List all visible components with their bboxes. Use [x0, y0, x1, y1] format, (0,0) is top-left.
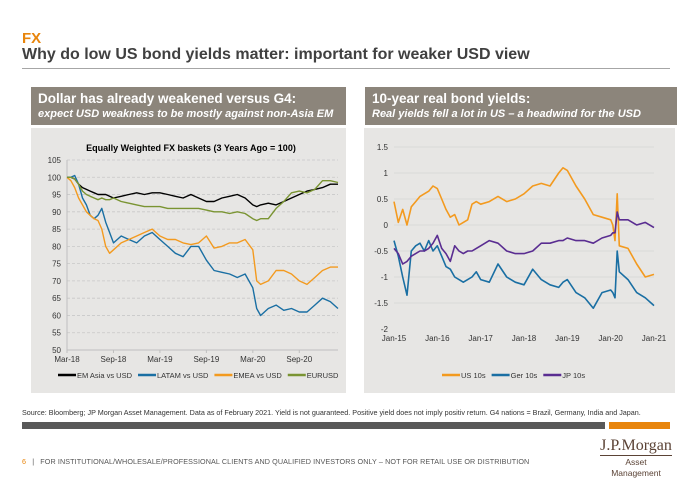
legend-item: EURUSD — [287, 371, 339, 380]
x-tick-label: Sep-20 — [286, 355, 312, 364]
x-tick-label: Sep-19 — [193, 355, 219, 364]
y-tick-label: 60 — [52, 311, 61, 320]
series-line-ger-10s — [393, 239, 655, 309]
legend-label: EM Asia vs USD — [77, 371, 133, 380]
x-tick-label: Jan-19 — [555, 334, 580, 343]
right-panel-heading: 10-year real bond yields: — [372, 91, 531, 106]
y-tick-label: 95 — [52, 191, 61, 200]
y-tick-label: -2 — [381, 325, 389, 334]
footer-separator: | — [32, 457, 35, 466]
legend-label: Ger 10s — [511, 371, 538, 380]
legend-item: EM Asia vs USD — [58, 371, 133, 380]
y-tick-label: 55 — [52, 329, 61, 338]
source-note: Source: Bloomberg; JP Morgan Asset Manag… — [22, 408, 641, 417]
logo-subtitle: Asset Management — [611, 457, 661, 478]
x-tick-label: Jan-20 — [598, 334, 623, 343]
x-tick-label: Mar-20 — [240, 355, 266, 364]
logo-wordmark: J.P.Morgan — [600, 437, 672, 456]
y-tick-label: 65 — [52, 294, 61, 303]
legend-label: US 10s — [461, 371, 486, 380]
chart-title: Equally Weighted FX baskets (3 Years Ago… — [86, 143, 296, 153]
y-tick-label: 80 — [52, 242, 61, 251]
series-line-emea-vs-usd — [66, 176, 338, 286]
legend-item: Ger 10s — [491, 371, 538, 380]
y-tick-label: 100 — [48, 173, 62, 182]
y-tick-label: 90 — [52, 208, 61, 217]
series-line-eurusd — [67, 176, 339, 222]
series-line-latam-vs-usd — [67, 174, 339, 317]
x-tick-label: Sep-18 — [101, 355, 127, 364]
x-tick-label: Mar-18 — [54, 355, 80, 364]
page-title: Why do low US bond yields matter: import… — [22, 46, 530, 63]
footer-bar-orange — [609, 422, 670, 429]
y-tick-label: 75 — [52, 260, 61, 269]
page-number: 6 — [22, 457, 27, 466]
y-tick-label: 70 — [52, 277, 61, 286]
legend-label: JP 10s — [562, 371, 585, 380]
x-tick-label: Jan-18 — [512, 334, 537, 343]
legend-item: EMEA vs USD — [214, 371, 282, 380]
y-tick-label: -0.5 — [374, 247, 388, 256]
legend-label: LATAM vs USD — [157, 371, 209, 380]
legend-item: US 10s — [442, 371, 486, 380]
disclaimer-line: 6 | FOR INSTITUTIONAL/WHOLESALE/PROFESSI… — [22, 457, 529, 466]
legend-item: JP 10s — [543, 371, 585, 380]
right-panel-header: 10-year real bond yields: Real yields fe… — [365, 87, 677, 125]
series-line-jp-10s — [393, 211, 655, 265]
disclaimer-text: FOR INSTITUTIONAL/WHOLESALE/PROFESSIONAL… — [40, 457, 530, 466]
x-tick-label: Mar-19 — [147, 355, 173, 364]
y-tick-label: 85 — [52, 225, 61, 234]
left-panel-heading: Dollar has already weakened versus G4: — [38, 91, 297, 106]
y-tick-label: 50 — [52, 346, 61, 355]
y-tick-label: 1 — [384, 169, 389, 178]
jpmorgan-logo: J.P.Morgan Asset Management — [600, 437, 672, 479]
series-line-us-10s — [393, 166, 655, 278]
title-divider — [22, 68, 670, 69]
section-label: FX — [22, 30, 42, 47]
x-tick-label: Jan-16 — [425, 334, 450, 343]
legend-label: EURUSD — [307, 371, 339, 380]
left-panel-subheading: expect USD weakness to be mostly against… — [38, 108, 334, 120]
footer-bar-gray — [22, 422, 605, 429]
y-tick-label: 0 — [384, 221, 389, 230]
left-chart-panel: Equally Weighted FX baskets (3 Years Ago… — [31, 128, 346, 393]
real-yields-chart: -2 -1.5 -1 -0.5 0 0.5 1 1.5 Jan-15 Jan-16 Jan-17 Ja… — [374, 143, 667, 380]
legend-label: EMEA vs USD — [233, 371, 282, 380]
y-tick-label: -1.5 — [374, 299, 388, 308]
right-panel-subheading: Real yields fell a lot in US – a headwin… — [372, 108, 641, 120]
x-tick-label: Jan-15 — [382, 334, 407, 343]
left-panel-header: Dollar has already weakened versus G4: e… — [31, 87, 346, 125]
y-tick-label: 0.5 — [377, 195, 389, 204]
y-tick-label: 105 — [48, 156, 62, 165]
y-tick-label: -1 — [381, 273, 389, 282]
x-tick-label: Jan-21 — [642, 334, 667, 343]
legend-item: LATAM vs USD — [138, 371, 209, 380]
x-tick-label: Jan-17 — [468, 334, 493, 343]
fx-baskets-chart: Equally Weighted FX baskets (3 Years Ago… — [48, 143, 339, 380]
y-tick-label: 1.5 — [377, 143, 389, 152]
right-chart-panel: -2 -1.5 -1 -0.5 0 0.5 1 1.5 Jan-15 Jan-16 Jan-17 Ja… — [364, 128, 675, 393]
